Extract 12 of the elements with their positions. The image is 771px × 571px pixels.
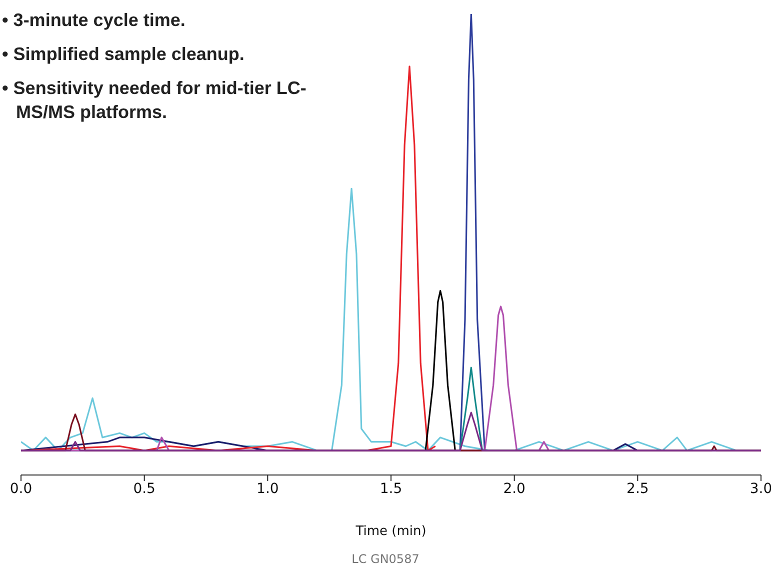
x-tick-label: 2.5 [626, 480, 649, 497]
x-tick-label: 1.0 [256, 480, 279, 497]
x-tick-label: 3.0 [750, 480, 771, 497]
text: LC GN0587 [350, 552, 420, 566]
x-tick-label: 1.5 [380, 480, 402, 497]
annotation: • Sensitivity needed for mid-tier LC-MS/MS platforms. [2, 77, 308, 124]
x-axis-title: Time (min) [354, 524, 426, 539]
x-tick-label: 0.5 [133, 480, 156, 497]
annotation: • 3-minute cycle time. [2, 9, 186, 32]
x-tick-label: 0.0 [10, 480, 32, 497]
x-tick-label: 2.0 [503, 480, 526, 497]
annotation: • Simplified sample cleanup. [2, 43, 246, 66]
